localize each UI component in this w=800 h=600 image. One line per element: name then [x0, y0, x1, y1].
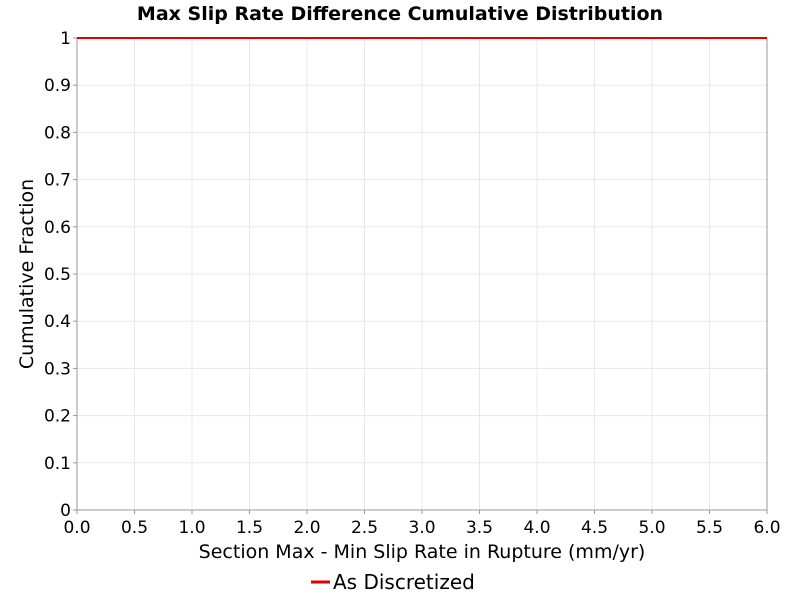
y-tick-label: 1: [60, 29, 71, 49]
x-tick-label: 4.0: [523, 518, 550, 538]
x-tick-label: 1.0: [178, 518, 205, 538]
x-tick-label: 5.0: [638, 518, 665, 538]
y-tick-label: 0: [60, 501, 71, 521]
y-tick-label: 0.5: [44, 265, 71, 285]
x-tick-label: 4.5: [581, 518, 608, 538]
x-tick-label: 3.0: [408, 518, 435, 538]
chart-title: Max Slip Rate Difference Cumulative Dist…: [137, 3, 663, 25]
x-tick-label: 2.5: [351, 518, 378, 538]
legend-label-as-discretized: As Discretized: [333, 570, 475, 594]
y-tick-label: 0.2: [44, 407, 71, 427]
y-tick-label: 0.4: [44, 312, 71, 332]
y-axis-label: Cumulative Fraction: [16, 179, 38, 369]
x-axis-ticks: 0.0 0.5 1.0 1.5 2.0 2.5 3.0 3.5 4.0 4.5 5.0 5.5 6.0: [63, 510, 781, 538]
y-tick-label: 0.7: [44, 171, 71, 191]
x-tick-label: 6.0: [753, 518, 780, 538]
y-tick-label: 0.1: [44, 454, 71, 474]
x-tick-label: 0.5: [121, 518, 148, 538]
y-tick-label: 0.6: [44, 218, 71, 238]
y-tick-label: 0.8: [44, 123, 71, 143]
y-tick-label: 0.9: [44, 76, 71, 96]
x-tick-label: 0.0: [63, 518, 90, 538]
x-tick-label: 3.5: [466, 518, 493, 538]
x-tick-label: 1.5: [236, 518, 263, 538]
y-axis-ticks: 0 0.1 0.2 0.3 0.4 0.5 0.6 0.7 0.8 0.9 1: [44, 29, 77, 521]
x-tick-label: 2.0: [293, 518, 320, 538]
legend: As Discretized: [311, 570, 475, 594]
y-tick-label: 0.3: [44, 359, 71, 379]
gridlines: [76, 37, 768, 511]
x-tick-label: 5.5: [696, 518, 723, 538]
x-axis-label: Section Max - Min Slip Rate in Rupture (…: [199, 541, 646, 563]
